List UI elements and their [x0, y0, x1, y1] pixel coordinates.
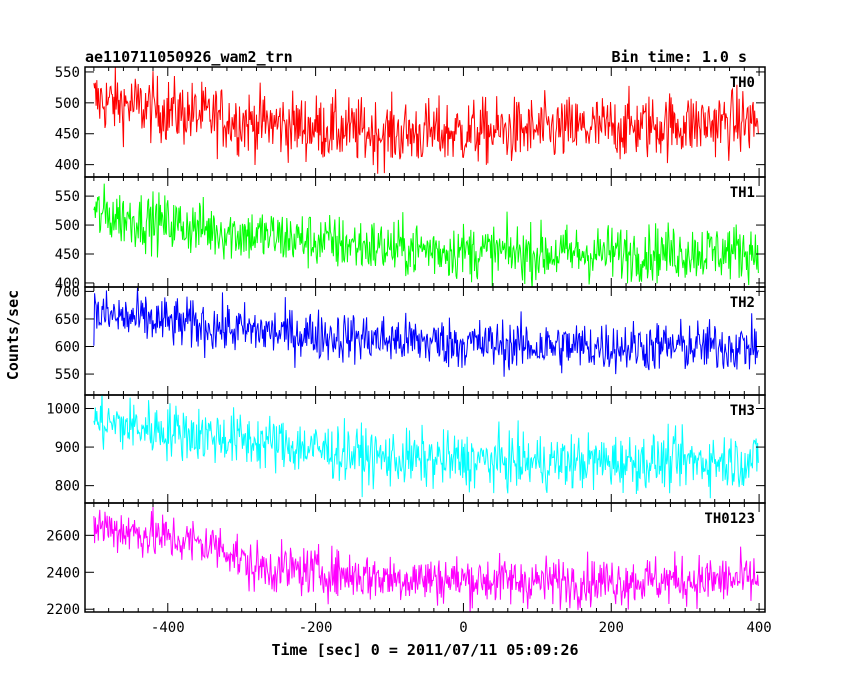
y-tick-label: 800	[55, 479, 80, 495]
y-tick-label: 2200	[46, 602, 80, 618]
panel-th3: 800 900 1000 TH3	[46, 394, 766, 504]
y-tick-label: 450	[55, 247, 80, 263]
panel-label-th2: TH2	[730, 295, 755, 311]
y-tick-label: 550	[55, 65, 80, 81]
y-tick-label: 650	[55, 312, 80, 328]
y-tick-label: 1000	[46, 402, 80, 418]
panels-group: 400 450 500 550 TH0 400 450 500 550 TH1 550 600 650 7…	[46, 65, 771, 636]
y-tick-label: 2400	[46, 565, 80, 581]
series-line-th0123	[93, 506, 759, 612]
series-line-th3	[93, 395, 759, 499]
panel-label-th0123: TH0123	[704, 511, 755, 527]
panel-th0123: 2200 2400 2600 TH0123	[46, 502, 766, 618]
y-tick-label: 600	[55, 340, 80, 356]
y-tick-label: 550	[55, 367, 80, 383]
y-tick-label: 450	[55, 127, 80, 143]
y-tick-label: 2600	[46, 528, 80, 544]
bin-time-label: Bin time: 1.0 s	[612, 48, 747, 66]
series-line-th1	[93, 183, 759, 287]
panel-frame	[84, 176, 766, 288]
y-tick-label: 550	[55, 189, 80, 205]
series-line-th0	[93, 67, 759, 174]
series-line-th2	[93, 287, 759, 377]
y-tick-label: 500	[55, 218, 80, 234]
y-tick-label: 400	[55, 276, 80, 292]
panel-label-th3: TH3	[730, 403, 755, 419]
y-tick-label: 400	[55, 158, 80, 174]
x-tick-label: 0	[459, 620, 467, 636]
panel-th2: 550 600 650 700 TH2	[55, 284, 766, 396]
panel-label-th1: TH1	[730, 185, 755, 201]
y-tick-label: 900	[55, 440, 80, 456]
panel-th1: 400 450 500 550 TH1	[55, 176, 766, 292]
panel-frame	[84, 502, 766, 613]
panel-label-th0: TH0	[730, 75, 755, 91]
y-axis-label: Counts/sec	[4, 290, 22, 380]
y-tick-label: 700	[55, 284, 80, 300]
panel-th0: 400 450 500 550 TH0	[55, 65, 766, 178]
y-tick-label: 500	[55, 96, 80, 112]
x-tick-label: -200	[299, 620, 333, 636]
x-tick-label: 400	[746, 620, 771, 636]
x-tick-label: 200	[599, 620, 624, 636]
x-tick-label: -400	[151, 620, 185, 636]
x-axis-label: Time [sec] 0 = 2011/07/11 05:09:26	[271, 641, 578, 659]
chart-title: ae110711050926_wam2_trn	[85, 48, 293, 66]
